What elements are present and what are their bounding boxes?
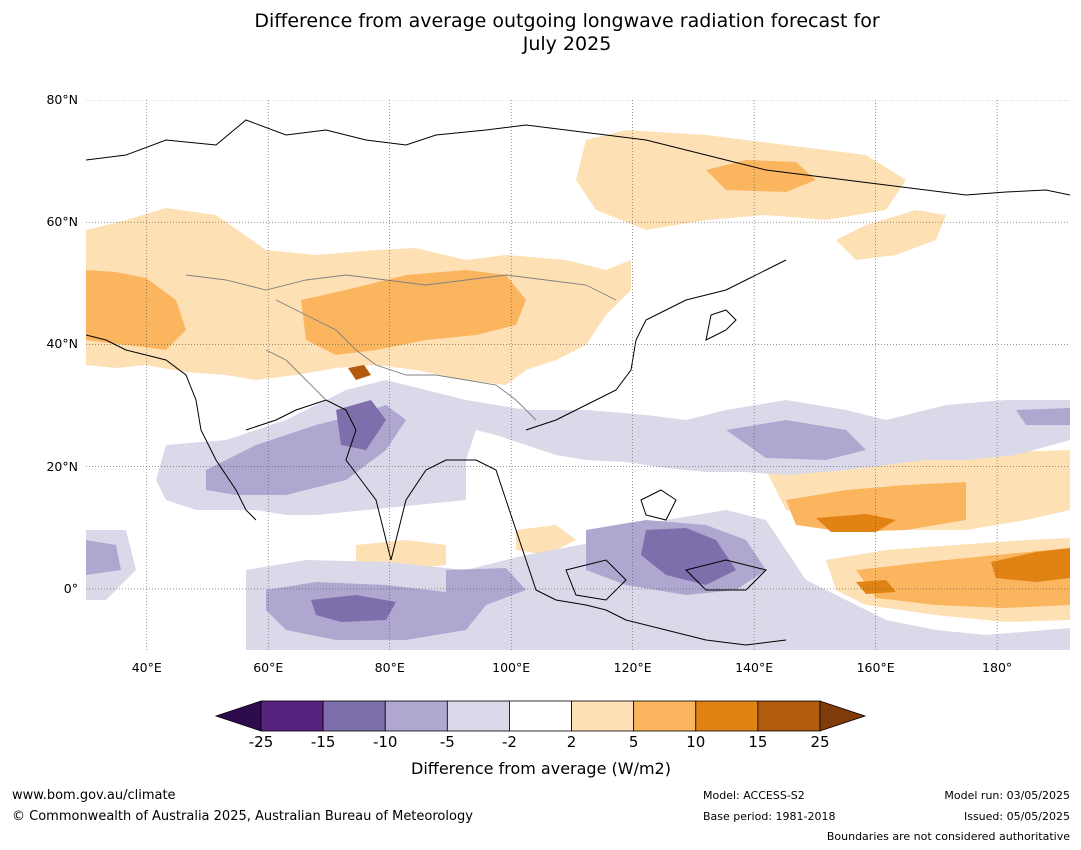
anomaly-shading	[86, 130, 1070, 650]
colorbar-box	[757, 700, 821, 732]
longitude-label: 180°	[982, 660, 1013, 675]
model-text: Model: ACCESS-S2	[703, 789, 805, 802]
positive-anomaly-region	[301, 270, 526, 355]
colorbar-tick-label: -5	[439, 733, 455, 751]
colorbar-box	[571, 700, 635, 732]
coastline	[565, 559, 627, 601]
colorbar-extend-high	[819, 700, 867, 732]
colorbar-tick-label: -10	[372, 733, 398, 751]
colorbar-box	[322, 700, 386, 732]
longitude-label: 120°E	[613, 660, 652, 675]
border	[185, 274, 617, 301]
title-line-1: Difference from average outgoing longwav…	[254, 10, 880, 32]
colorbar-tick-label: -15	[310, 733, 336, 751]
colorbar-tick-label: -25	[248, 733, 274, 751]
longitude-label: 140°E	[735, 660, 774, 675]
base-period-text: Base period: 1981-2018	[703, 810, 836, 823]
title-line-2: July 2025	[522, 33, 612, 55]
colorbar-tick-label: -2	[501, 733, 517, 751]
positive-anomaly-region	[706, 160, 816, 192]
coastline	[86, 119, 1070, 196]
positive-anomaly-region	[816, 514, 896, 532]
issued-text: Issued: 05/05/2025	[963, 810, 1070, 823]
coastlines	[86, 119, 1070, 646]
colorbar-tick-label: 15	[748, 733, 768, 751]
positive-anomaly-region	[86, 270, 186, 350]
coastline	[705, 309, 737, 341]
longitude-label: 100°E	[492, 660, 531, 675]
map-panel	[86, 100, 1070, 650]
longitude-label: 40°E	[131, 660, 162, 675]
coastline	[86, 334, 257, 521]
border	[265, 349, 327, 401]
positive-anomaly-region	[836, 210, 946, 260]
colorbar-box	[695, 700, 759, 732]
border	[275, 299, 537, 421]
latitude-label: 60°N	[46, 214, 78, 230]
negative-anomaly-region	[311, 595, 396, 622]
colorbar-box	[260, 700, 324, 732]
positive-anomaly-region	[856, 580, 896, 594]
negative-anomaly-region	[726, 420, 866, 460]
colorbar-tick-label: 25	[810, 733, 830, 751]
latitude-label: 20°N	[46, 458, 78, 474]
longitude-label: 160°E	[856, 660, 895, 675]
copyright-text: © Commonwealth of Australia 2025, Austra…	[12, 809, 473, 824]
map-title: Difference from average outgoing longwav…	[0, 10, 1081, 56]
colorbar-box	[446, 700, 510, 732]
graticule	[86, 100, 1070, 650]
colorbar-title: Difference from average (W/m2)	[411, 759, 671, 778]
coastline	[640, 489, 677, 521]
latitude-label: 0°	[63, 580, 78, 596]
positive-anomaly-region	[348, 365, 371, 380]
latitude-label: 80°N	[46, 92, 78, 107]
colorbar-box	[633, 700, 697, 732]
colorbar-extend-low	[214, 700, 262, 732]
model-run-text: Model run: 03/05/2025	[944, 789, 1070, 802]
longitude-label: 80°E	[374, 660, 405, 675]
anomaly-map	[86, 100, 1070, 650]
negative-anomaly-region	[446, 568, 526, 605]
website-link[interactable]: www.bom.gov.au/climate	[12, 788, 176, 803]
positive-anomaly-region	[991, 548, 1070, 582]
colorbar-box	[384, 700, 448, 732]
colorbar-tick-label: 10	[686, 733, 706, 751]
latitude-label: 40°N	[46, 336, 78, 352]
country-borders	[185, 274, 617, 421]
negative-anomaly-region	[336, 400, 386, 450]
coastline	[245, 399, 787, 646]
positive-anomaly-region	[516, 525, 576, 555]
colorbar-box	[509, 700, 572, 732]
coastline	[525, 259, 787, 431]
negative-anomaly-region	[1016, 408, 1070, 425]
colorbar-tick-label: 5	[628, 733, 639, 751]
longitude-label: 60°E	[253, 660, 284, 675]
negative-anomaly-region	[641, 528, 736, 585]
coastline	[685, 559, 767, 591]
colorbar-tick-label: 2	[566, 733, 577, 751]
disclaimer-text: Boundaries are not considered authoritat…	[826, 830, 1070, 843]
negative-anomaly-region	[86, 540, 121, 575]
